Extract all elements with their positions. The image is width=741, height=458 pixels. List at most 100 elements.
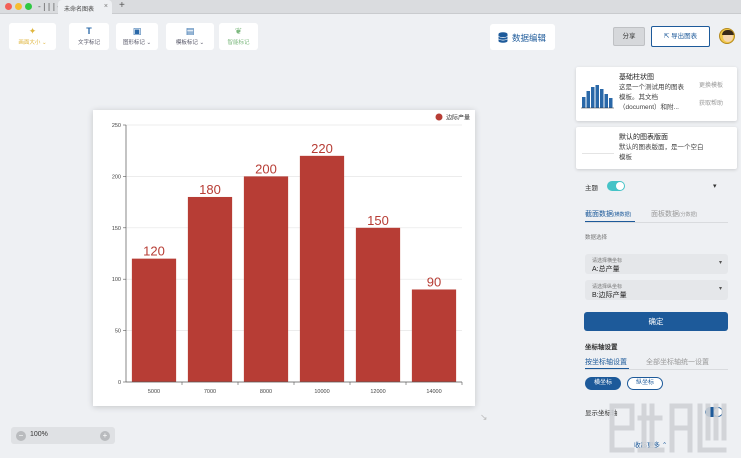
text-mark-button[interactable]: T 文字标记 <box>69 23 109 50</box>
avatar-face <box>723 32 733 42</box>
collapse-more-label: 收起更多 <box>634 442 660 449</box>
active-tab-indicator <box>585 221 635 222</box>
bar <box>131 258 177 382</box>
tab-title: 未命名图表 <box>64 7 95 13</box>
template-desc-line: 默认的图表版面，是一个空白 <box>619 144 704 151</box>
bar-chart[interactable]: 120 180 200 220 150 90 0 50 100 150 200 250 5000 700… <box>93 110 475 406</box>
x-tick-label: 14000 <box>426 389 441 395</box>
chevron-down-icon: ⌄ <box>199 40 205 46</box>
x-axis-select[interactable]: 请选择横坐标 A:总产量 ▾ <box>585 254 728 274</box>
canvas-size-button[interactable]: ✦ 画面大小 ⌄ <box>9 23 56 50</box>
legend-marker <box>435 113 443 121</box>
close-window-button[interactable] <box>5 3 12 10</box>
bar <box>299 155 345 382</box>
text-icon: T <box>86 26 92 36</box>
database-icon <box>498 32 508 43</box>
data-label: 200 <box>255 161 277 176</box>
axis-settings-label: 坐标轴设置 <box>585 344 618 351</box>
select-caption: 请选择横坐标 <box>592 258 623 264</box>
bar-chart-thumbnail <box>581 85 614 109</box>
add-tab-button[interactable]: + <box>119 0 125 11</box>
template-card-basic-bar[interactable]: 基础柱状图 这是一个测试用的图表 模板。其文档 （document）和附... … <box>576 67 737 121</box>
tab-cross-section-data[interactable]: 截面数据(横数据) <box>585 209 631 219</box>
chevron-down-icon: ▾ <box>718 260 722 266</box>
tab-document[interactable]: 未命名图表 × <box>58 0 112 14</box>
theme-label: 主题 <box>585 185 598 192</box>
active-tab-indicator <box>585 368 629 369</box>
minimize-window-button[interactable] <box>15 3 22 10</box>
tab-sublabel: (横数据) <box>613 212 632 218</box>
export-chart-button[interactable]: ⇱ 导出图表 <box>651 26 710 47</box>
y-axis-select[interactable]: 请选择纵坐标 B:边际产量 ▾ <box>585 280 728 300</box>
legend-label: 边际产量 <box>446 114 470 122</box>
canvas-size-label: 画面大小 <box>18 40 41 46</box>
get-help-link[interactable]: 获取帮助 <box>699 101 724 107</box>
data-label: 220 <box>311 141 333 156</box>
text-mark-label: 文字标记 <box>77 40 100 46</box>
theme-toggle[interactable] <box>607 181 625 191</box>
zoom-in-button[interactable]: + <box>100 431 110 441</box>
template-desc-line: 模板。其文档 <box>619 94 658 101</box>
tab-all-axis-settings[interactable]: 全部坐标轴统一设置 <box>646 359 709 366</box>
bar <box>355 227 401 382</box>
tab-label: 截面数据 <box>585 211 613 218</box>
title-bar: -|||- 未命名图表 × + <box>0 0 741 14</box>
zoom-control: − 100% + <box>11 427 115 444</box>
chart-canvas[interactable]: 120 180 200 220 150 90 0 50 100 150 200 250 5000 700… <box>93 110 475 406</box>
resize-handle-icon[interactable]: ↘ <box>480 412 488 422</box>
tab-per-axis-settings[interactable]: 按坐标轴设置 <box>585 359 627 366</box>
tab-divider <box>585 222 728 223</box>
template-desc-line: 这是一个测试用的图表 <box>619 84 684 91</box>
template-mark-button[interactable]: ▤ 模板标记 ⌄ <box>166 23 214 50</box>
wand-icon: ✦ <box>28 26 37 36</box>
blank-template-thumbnail <box>582 153 614 154</box>
close-tab-icon[interactable]: × <box>103 3 108 10</box>
data-edit-label: 数据编辑 <box>512 33 547 43</box>
theme-chevron-down-icon[interactable]: ▾ <box>713 183 717 190</box>
template-desc-line: （document）和附... <box>619 104 679 111</box>
y-tick-label: 100 <box>112 277 121 283</box>
data-label: 150 <box>367 213 389 228</box>
smart-mark-label: 智能标记 <box>227 40 250 46</box>
bar <box>411 289 457 382</box>
data-edit-button[interactable]: 数据编辑 <box>490 24 555 50</box>
chevron-down-icon: ⌄ <box>146 40 152 46</box>
x-tick-label: 10000 <box>314 389 329 395</box>
collapse-more-link[interactable]: 收起更多 ⌃ <box>634 439 667 449</box>
share-button[interactable]: 分享 <box>613 27 645 46</box>
data-label: 90 <box>427 274 441 289</box>
confirm-button[interactable]: 确定 <box>584 312 728 331</box>
select-value: A:总产量 <box>592 266 620 273</box>
chevron-down-icon: ⌄ <box>41 40 47 46</box>
y-tick-label: 200 <box>112 174 121 180</box>
select-value: B:边际产量 <box>592 292 627 299</box>
template-card-default-layout[interactable]: 默认的图表版面 默认的图表版面，是一个空白 模板 <box>576 127 737 169</box>
tab-sublabel: (分数据) <box>679 212 698 218</box>
avatar[interactable] <box>719 28 735 44</box>
chevron-down-icon: ▾ <box>718 286 722 292</box>
toggle-knob <box>616 182 624 190</box>
zoom-out-button[interactable]: − <box>16 431 26 441</box>
x-tick-label: 7000 <box>204 389 216 395</box>
leaf-icon: ❦ <box>234 26 243 36</box>
tab-divider <box>585 369 728 370</box>
shape-mark-label: 图形标记 <box>122 40 145 46</box>
change-template-link[interactable]: 更换模板 <box>699 83 724 89</box>
avatar-hair <box>722 30 734 35</box>
shape-mark-button[interactable]: ▣ 图形标记 ⌄ <box>116 23 158 50</box>
data-select-label: 数据选择 <box>585 235 608 241</box>
x-tick-label: 8000 <box>260 389 272 395</box>
show-axis-label: 显示坐标轴 <box>585 410 618 417</box>
x-axis-pill[interactable]: 横坐标 <box>585 377 621 390</box>
template-name: 默认的图表版面 <box>619 134 668 141</box>
y-axis-pill[interactable]: 纵坐标 <box>627 377 663 390</box>
chevron-up-icon: ⌃ <box>661 442 668 449</box>
maximize-window-button[interactable] <box>25 3 32 10</box>
y-tick-label: 50 <box>115 329 121 335</box>
select-caption: 请选择纵坐标 <box>592 284 623 290</box>
template-mark-label: 模板标记 <box>175 40 198 46</box>
tab-panel-data[interactable]: 面板数据(分数据) <box>651 209 697 219</box>
smart-mark-button[interactable]: ❦ 智能标记 <box>219 23 258 50</box>
template-name: 基础柱状图 <box>619 74 654 81</box>
image-icon: ▣ <box>132 26 142 36</box>
